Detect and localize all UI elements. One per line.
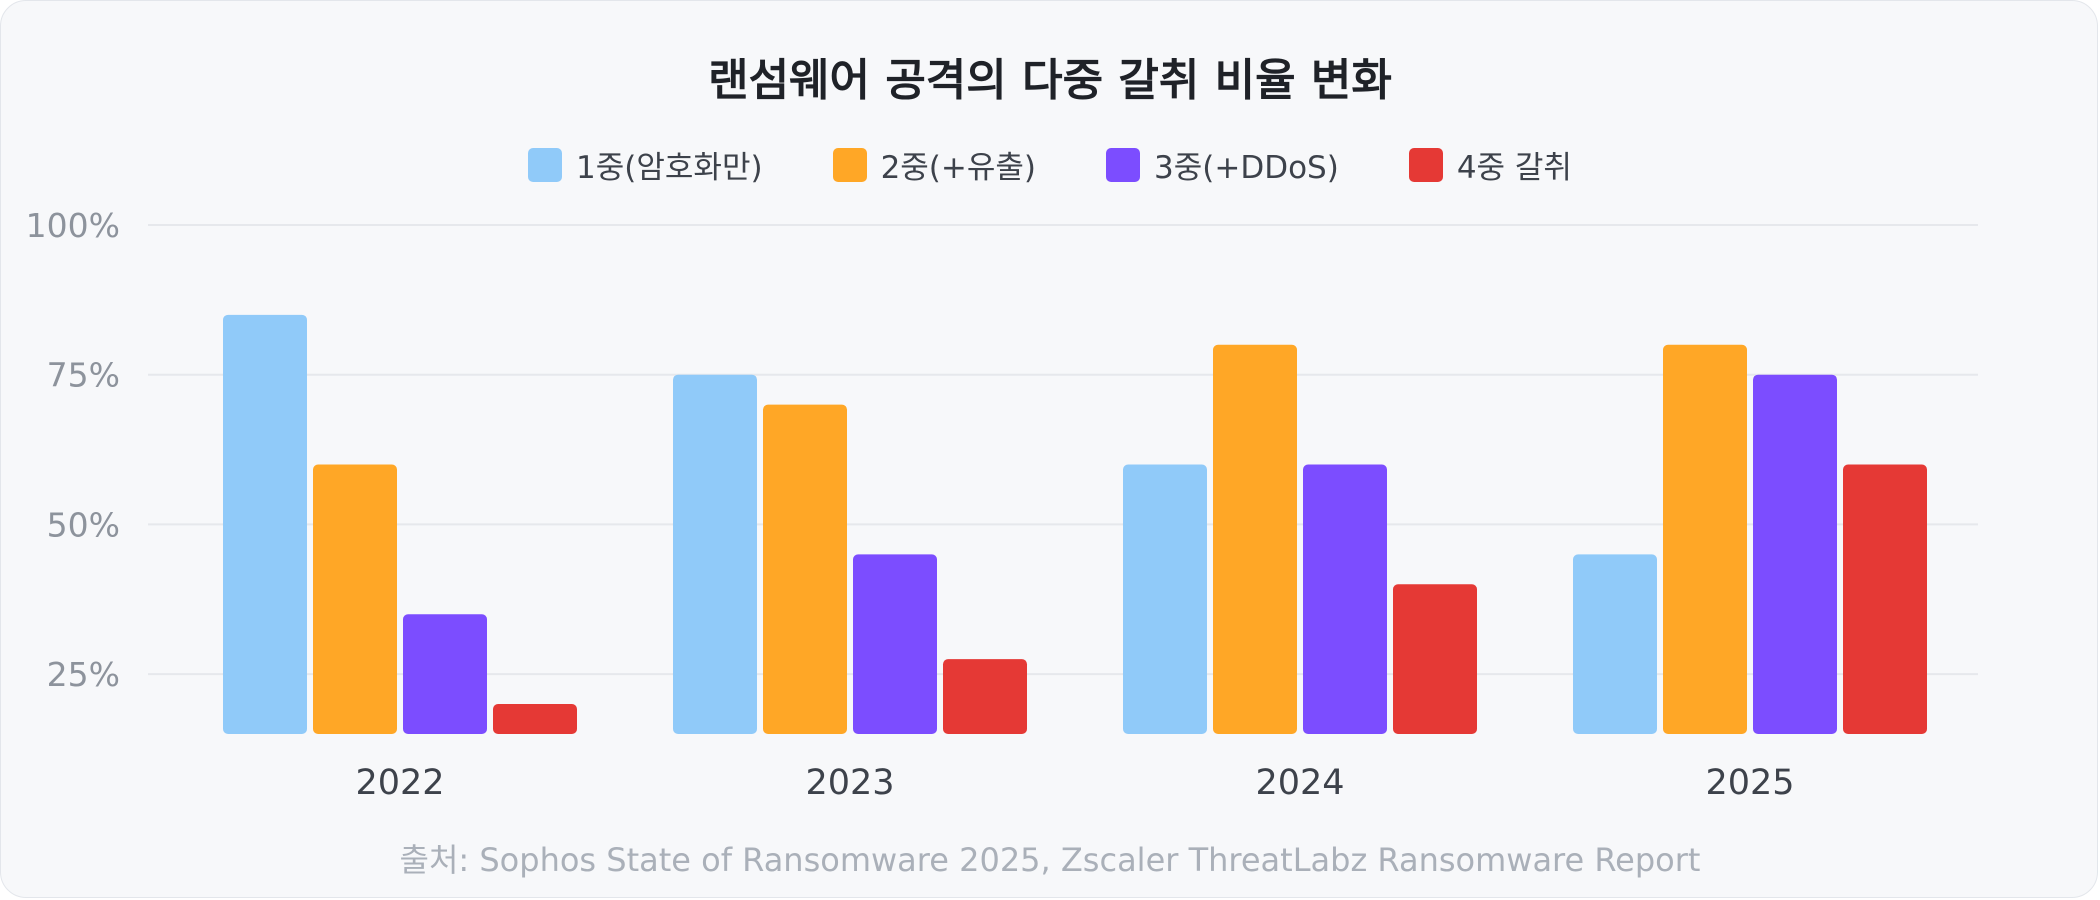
legend-label-series-3: 3중(+DDoS) — [1154, 150, 1339, 186]
bar-2023-series-3[interactable] — [853, 554, 937, 734]
legend-item-series-4[interactable]: 4중 갈취 — [1408, 142, 1572, 187]
bar-2023-series-1[interactable] — [673, 374, 757, 734]
bar-2023-series-2[interactable] — [763, 404, 847, 734]
y-tick-label: 100% — [26, 206, 120, 245]
y-tick-label: 75% — [47, 356, 120, 395]
x-tick-label-2022: 2022 — [355, 763, 444, 803]
bar-2022-series-1[interactable] — [223, 314, 307, 734]
legend-item-series-1[interactable]: 1중(암호화만) — [528, 142, 763, 187]
x-tick-label-2023: 2023 — [805, 763, 894, 803]
chart-title: 랜섬웨어 공격의 다중 갈취 비율 변화 — [708, 55, 1392, 106]
legend-item-series-3[interactable]: 3중(+DDoS) — [1106, 142, 1339, 187]
bar-2022-series-4[interactable] — [493, 704, 577, 734]
bar-2024-series-2[interactable] — [1213, 344, 1297, 734]
legend-swatch-series-3 — [1106, 147, 1141, 182]
legend: 1중(암호화만) 2중(+유출) 3중(+DDoS) 4중 갈취 — [0, 142, 2100, 187]
bar-2022-series-2[interactable] — [313, 464, 397, 734]
legend-label-series-1: 1중(암호화만) — [576, 150, 763, 186]
x-tick-label-2025: 2025 — [1705, 763, 1794, 803]
legend-item-series-2[interactable]: 2중(+유출) — [832, 142, 1037, 187]
bar-2024-series-4[interactable] — [1393, 584, 1477, 734]
x-tick-label-2024: 2024 — [1255, 763, 1344, 803]
legend-swatch-series-1 — [528, 147, 563, 182]
bar-2024-series-1[interactable] — [1123, 464, 1207, 734]
legend-label-series-2: 2중(+유출) — [880, 150, 1037, 186]
bar-2023-series-4[interactable] — [943, 659, 1027, 734]
source-note: 출처: Sophos State of Ransomware 2025, Zsc… — [399, 841, 1701, 879]
bar-2025-series-2[interactable] — [1663, 344, 1747, 734]
bar-2025-series-1[interactable] — [1573, 554, 1657, 734]
bar-2024-series-3[interactable] — [1303, 464, 1387, 734]
legend-swatch-series-2 — [832, 147, 867, 182]
bar-2025-series-3[interactable] — [1753, 374, 1837, 734]
bar-2022-series-3[interactable] — [403, 614, 487, 734]
legend-label-series-4: 4중 갈취 — [1456, 150, 1572, 186]
y-tick-label: 25% — [47, 655, 120, 694]
legend-swatch-series-4 — [1408, 147, 1443, 182]
y-tick-label: 50% — [47, 505, 120, 544]
bar-2025-series-4[interactable] — [1843, 464, 1927, 734]
